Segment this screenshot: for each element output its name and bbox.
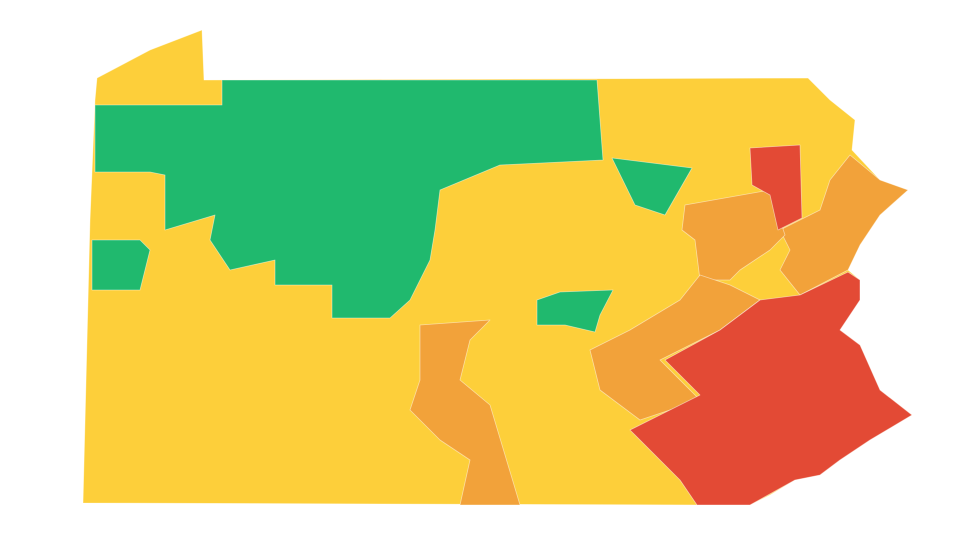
region-red [749, 144, 803, 231]
region-red [629, 271, 913, 506]
region-green [611, 157, 693, 216]
notch [780, 486, 830, 514]
region-green [94, 79, 604, 319]
region-green [91, 239, 151, 291]
region-orange [409, 319, 521, 506]
region-green [536, 289, 614, 333]
